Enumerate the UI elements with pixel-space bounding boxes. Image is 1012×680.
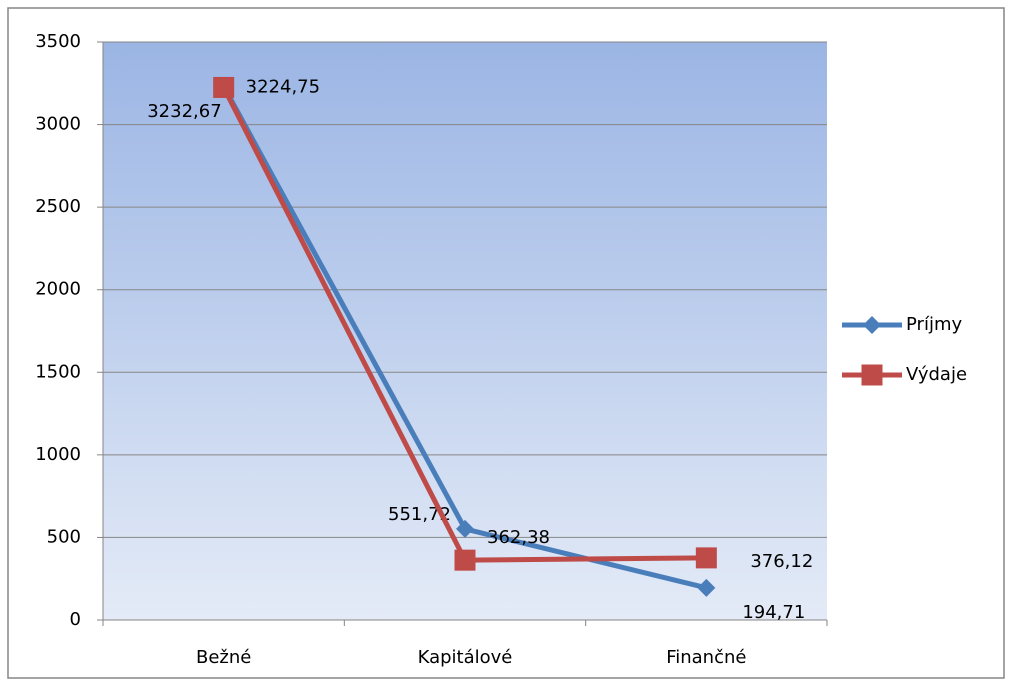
- y-tick-label: 3500: [35, 31, 81, 52]
- x-tick-label: Bežné: [196, 647, 251, 668]
- y-tick-label: 1500: [35, 361, 81, 382]
- marker: [213, 76, 235, 98]
- y-tick-label: 2000: [35, 279, 81, 300]
- data-label: 551,72: [388, 504, 451, 525]
- data-label: 194,71: [742, 602, 805, 623]
- y-tick-label: 2500: [35, 196, 81, 217]
- marker: [863, 316, 881, 334]
- y-tick-label: 3000: [35, 114, 81, 135]
- data-label: 376,12: [750, 551, 813, 572]
- legend-label: Výdaje: [906, 364, 967, 385]
- x-tick-label: Finančné: [666, 647, 746, 668]
- data-label: 362,38: [487, 527, 550, 548]
- data-label: 3224,75: [246, 76, 320, 97]
- marker: [695, 547, 717, 569]
- marker: [454, 549, 476, 571]
- marker: [697, 578, 716, 597]
- marker: [456, 519, 474, 538]
- legend-label: Príjmy: [906, 314, 962, 335]
- y-tick-label: 500: [47, 526, 81, 547]
- y-tick-label: 1000: [35, 444, 81, 465]
- x-tick-label: Kapitálové: [418, 647, 513, 668]
- data-label: 3232,67: [147, 101, 221, 122]
- marker: [861, 364, 883, 386]
- y-tick-label: 0: [70, 609, 81, 630]
